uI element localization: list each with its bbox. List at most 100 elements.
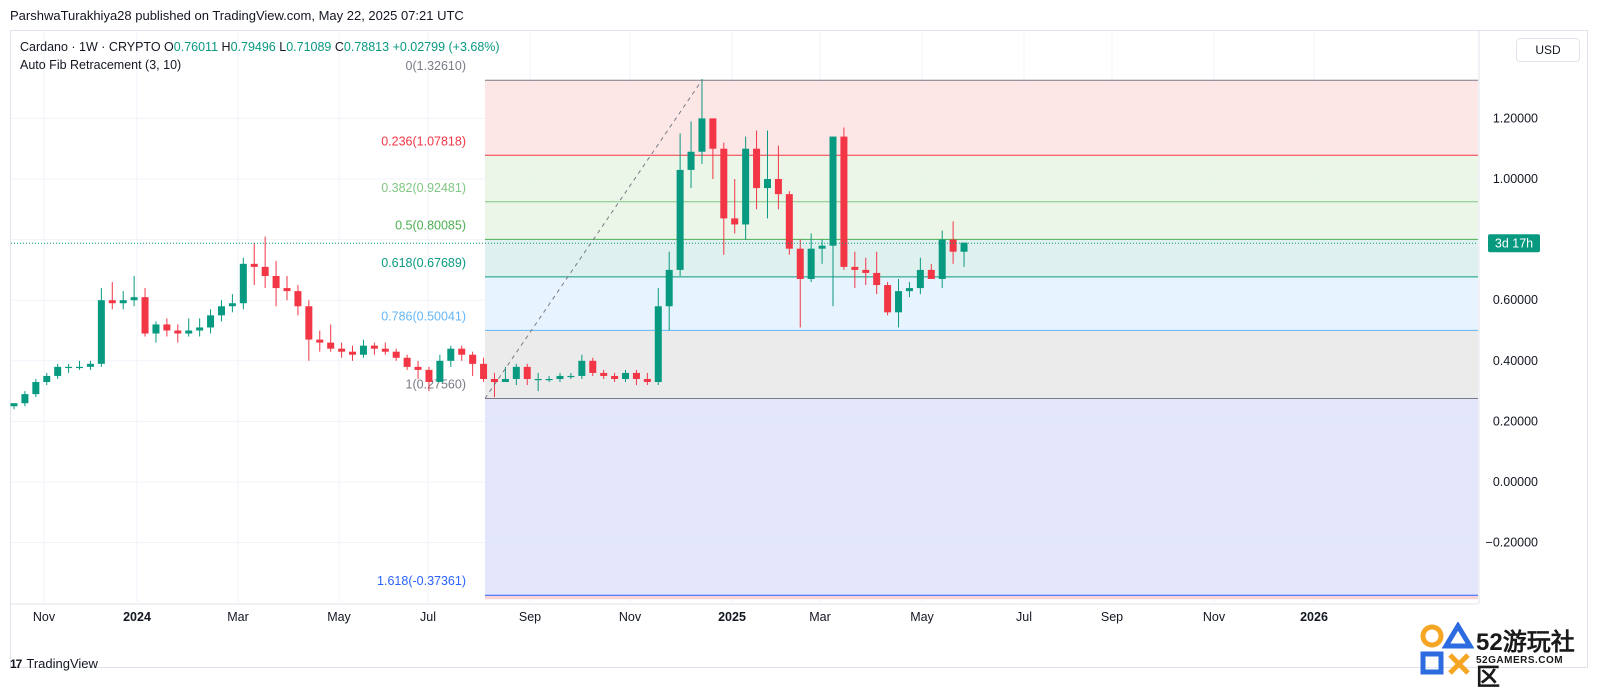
candle-body	[414, 366, 422, 370]
candle-body	[480, 363, 488, 379]
x-tick-label: Jul	[420, 610, 436, 624]
tradingview-brand[interactable]: 17 TradingView	[10, 656, 98, 671]
fib-level-label: 0.236(1.07818)	[381, 134, 466, 148]
y-tick-label: 0.40000	[1493, 354, 1538, 368]
candle-body	[316, 339, 324, 343]
high-label: H	[221, 40, 231, 54]
candle-body	[687, 151, 695, 170]
candle-body	[796, 248, 804, 279]
candle-body	[622, 372, 630, 379]
candle-body	[556, 375, 564, 379]
open-label: O	[164, 40, 174, 54]
close-label: C	[334, 40, 344, 54]
fib-zone	[485, 330, 1478, 399]
candle-body	[774, 179, 782, 195]
publisher-line: ParshwaTurakhiya28 published on TradingV…	[10, 8, 464, 23]
tradingview-logo-icon: 17	[10, 656, 22, 671]
candle-body	[720, 148, 728, 219]
candle-body	[32, 382, 40, 395]
candle-body	[611, 375, 619, 379]
candle-body	[829, 136, 837, 246]
close-value: 0.78813	[343, 40, 390, 54]
candle-body	[469, 354, 477, 364]
candle-body	[905, 288, 913, 292]
candle-body	[54, 366, 62, 376]
candle-body	[10, 403, 18, 407]
candle-body	[676, 169, 684, 270]
candle-body	[884, 285, 892, 313]
candle-body	[927, 269, 935, 279]
y-tick-label: −0.20000	[1486, 536, 1539, 550]
low-label: L	[279, 40, 287, 54]
symbol-label[interactable]: Cardano · 1W · CRYPTO	[20, 40, 161, 54]
candle-body	[643, 378, 651, 383]
candle-body	[283, 288, 291, 292]
x-tick-label: Nov	[619, 610, 642, 624]
fib-zone	[485, 398, 1478, 596]
fib-level-label: 0.382(0.92481)	[381, 181, 466, 195]
candle-body	[349, 351, 357, 355]
currency-button[interactable]: USD	[1516, 38, 1580, 62]
fib-trend-line	[484, 79, 703, 399]
candle-body	[119, 300, 127, 304]
candle-body	[938, 239, 946, 279]
fib-level-label: 1.618(-0.37361)	[377, 574, 466, 588]
candle-body	[785, 194, 793, 249]
candle-body	[217, 306, 225, 316]
x-tick-label: Sep	[519, 610, 541, 624]
candle-body	[916, 269, 924, 289]
fib-level-label: 0.618(0.67689)	[381, 256, 466, 270]
candle-body	[130, 297, 138, 301]
indicator-legend[interactable]: Auto Fib Retracement (3, 10)	[20, 58, 182, 72]
candle-body	[43, 375, 51, 383]
candle-body	[501, 378, 509, 383]
candle-body	[207, 315, 215, 328]
candle-body	[272, 275, 280, 289]
fib-zone	[485, 239, 1478, 277]
candle-body	[141, 297, 149, 334]
candle-body	[21, 394, 29, 404]
candle-body	[381, 348, 389, 352]
candle-body	[818, 245, 826, 249]
ohlc-legend: Cardano · 1W · CRYPTO O0.76011 H0.79496 …	[20, 40, 500, 54]
candle-body	[873, 272, 881, 286]
high-value: 0.79496	[230, 40, 276, 54]
change-value: +0.02799 (+3.68%)	[392, 40, 500, 54]
candle-body	[250, 263, 258, 267]
candle-body	[185, 330, 193, 334]
candle-body	[425, 369, 433, 383]
chart-frame	[10, 30, 1588, 668]
low-value: 0.71089	[286, 40, 332, 54]
x-tick-label: Mar	[227, 610, 249, 624]
candle-body	[731, 218, 739, 225]
candle-body	[949, 239, 957, 252]
fib-zone	[485, 595, 1478, 600]
candle-body	[97, 300, 105, 364]
candle-body	[359, 345, 367, 355]
candle-body	[753, 148, 761, 189]
countdown-badge	[1488, 234, 1540, 253]
candle-body	[403, 357, 411, 367]
candle-body	[862, 269, 870, 273]
x-tick-label: 2024	[123, 610, 151, 624]
watermark-logo-icon	[1420, 621, 1475, 675]
brand-label: TradingView	[26, 656, 98, 671]
candle-body	[654, 306, 662, 383]
y-tick-label: 0.20000	[1493, 414, 1538, 428]
candle-body	[512, 366, 520, 379]
countdown-label: 3d 17h	[1495, 237, 1533, 251]
candle-body	[523, 366, 531, 379]
candle-body	[152, 324, 160, 334]
fib-zone	[485, 155, 1478, 202]
x-tick-label: Nov	[33, 610, 56, 624]
candle-body	[261, 266, 269, 276]
candle-body	[632, 372, 640, 379]
x-tick-label: 2025	[718, 610, 746, 624]
candle-body	[294, 291, 302, 307]
x-tick-label: Jul	[1016, 610, 1032, 624]
watermark: 52游玩社区 52GAMERS.COM	[1418, 621, 1596, 691]
x-tick-label: 2026	[1300, 610, 1328, 624]
y-tick-label: 0.60000	[1493, 293, 1538, 307]
open-value: 0.76011	[173, 40, 219, 54]
